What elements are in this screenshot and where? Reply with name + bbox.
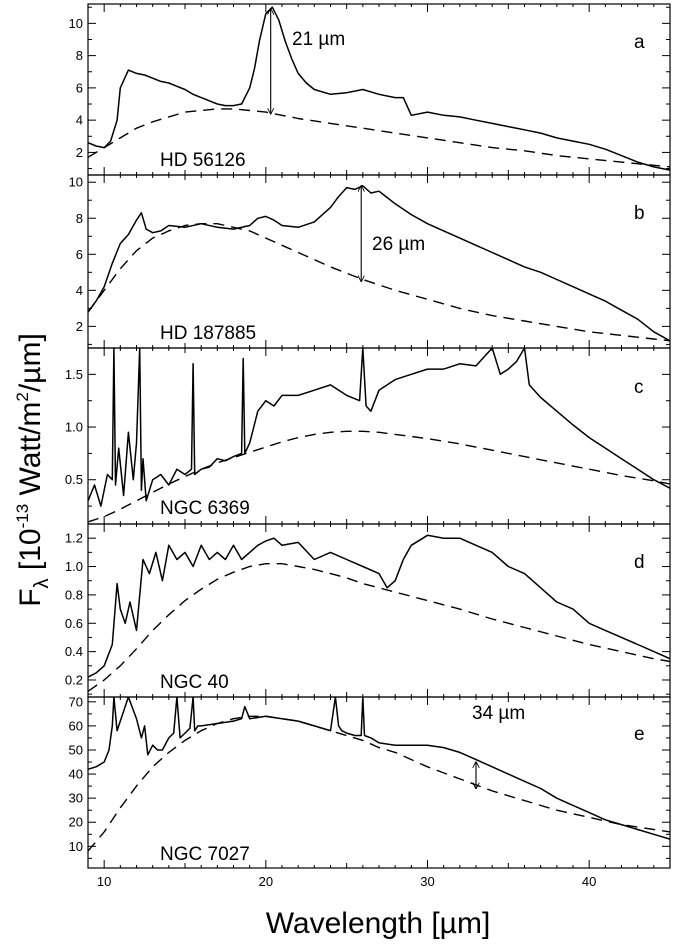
- continuum-line: [88, 108, 670, 168]
- spectrum-line: [88, 697, 670, 840]
- y-tick-label: 70: [69, 694, 83, 709]
- y-tick-label: 0.4: [65, 644, 83, 659]
- panel-letter: e: [634, 724, 645, 745]
- object-name: NGC 6369: [160, 498, 250, 519]
- y-tick-label: 20: [69, 815, 83, 830]
- spectrum-line: [88, 6, 670, 171]
- y-tick-label: 0.6: [65, 616, 83, 631]
- object-name: HD 187885: [160, 323, 256, 344]
- y-tick-label: 0.5: [65, 472, 83, 487]
- y-tick-label: 0.8: [65, 587, 83, 602]
- panel-c: 0.5 1.0 1.5 c NGC 6369: [65, 347, 671, 525]
- y-tick-label: 60: [69, 718, 83, 733]
- x-axis-label: Wavelength [µm]: [266, 907, 491, 940]
- y-tick-label: 1.0: [65, 559, 83, 574]
- feature-label: 21 µm: [292, 29, 345, 50]
- spectrum-line: [88, 534, 670, 678]
- y-tick-label: 10: [69, 175, 83, 190]
- y-tick-label: 4: [76, 283, 83, 298]
- y-tick-label: 1.5: [65, 367, 83, 382]
- y-tick-label: 1.2: [65, 531, 83, 546]
- x-tick-label: 30: [420, 874, 434, 889]
- y-tick-label: 10: [69, 16, 83, 31]
- panel-letter: d: [634, 552, 645, 573]
- spectrum-line: [88, 348, 670, 507]
- y-axis-label: Fλ [10-13 Watt/m2/µm]: [13, 333, 53, 607]
- y-tick-label: 10: [69, 839, 83, 854]
- y-tick-label: 8: [76, 211, 83, 226]
- y-tick-label: 6: [76, 80, 83, 95]
- y-tick-label: 6: [76, 247, 83, 262]
- continuum-line: [88, 223, 670, 342]
- continuum-line: [88, 430, 670, 523]
- y-tick-label: 40: [69, 767, 83, 782]
- x-tick-label: 40: [582, 874, 596, 889]
- y-tick-label: 30: [69, 791, 83, 806]
- panel-e: 10 20 30 40 10 20 30 40 50 60 70 e NGC 7027 34 µm: [69, 694, 671, 889]
- continuum-line: [88, 563, 670, 692]
- y-tick-label: 0.2: [65, 672, 83, 687]
- panel-letter: b: [634, 203, 645, 224]
- y-tick-label: 8: [76, 48, 83, 63]
- panel-letter: c: [634, 377, 644, 398]
- x-tick-label: 10: [97, 874, 111, 889]
- panel-d: 0.2 0.4 0.6 0.8 1.0 1.2 d NGC 40: [65, 523, 671, 698]
- y-tick-label: 1.0: [65, 420, 83, 435]
- panels: 2 4 6 8 10 a HD 56126 21 µm 2 4 6 8 10 b HD 187885 26 µ…: [65, 3, 671, 889]
- y-tick-label: 2: [76, 319, 83, 334]
- object-name: NGC 7027: [160, 844, 250, 865]
- y-tick-label: 4: [76, 113, 83, 128]
- object-name: HD 56126: [160, 150, 246, 171]
- panel-letter: a: [634, 32, 645, 53]
- x-tick-label: 20: [259, 874, 273, 889]
- spectrum-line: [88, 185, 670, 342]
- feature-label: 26 µm: [372, 234, 425, 255]
- panel-b: 2 4 6 8 10 b HD 187885 26 µm: [69, 174, 671, 349]
- continuum-line: [88, 715, 670, 852]
- feature-label: 34 µm: [472, 703, 525, 724]
- y-tick-label: 2: [76, 145, 83, 160]
- y-tick-label: 50: [69, 742, 83, 757]
- panel-a: 2 4 6 8 10 a HD 56126 21 µm: [69, 3, 671, 176]
- object-name: NGC 40: [160, 672, 229, 693]
